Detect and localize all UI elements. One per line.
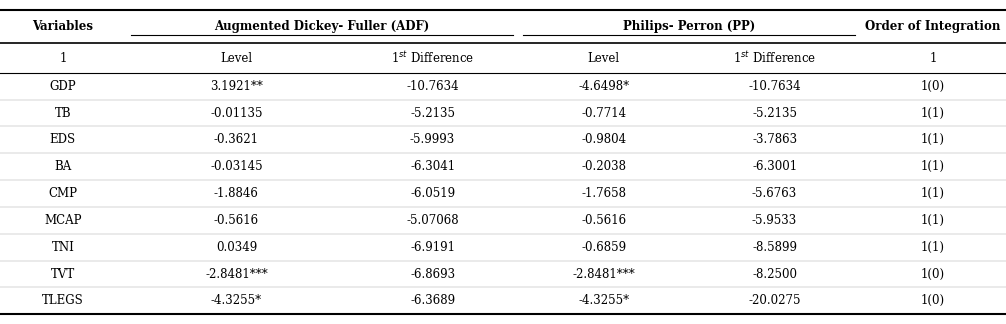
Text: -4.3255*: -4.3255*: [211, 295, 262, 307]
Text: 1: 1: [930, 52, 937, 64]
Text: Level: Level: [220, 52, 253, 64]
Text: -0.5616: -0.5616: [581, 214, 626, 227]
Text: 1(1): 1(1): [921, 133, 945, 146]
Text: BA: BA: [54, 160, 71, 173]
Text: -0.01135: -0.01135: [210, 107, 263, 120]
Text: -5.07068: -5.07068: [406, 214, 459, 227]
Text: -5.9993: -5.9993: [410, 133, 455, 146]
Text: 1: 1: [59, 52, 66, 64]
Text: -5.2135: -5.2135: [410, 107, 455, 120]
Text: -6.3001: -6.3001: [752, 160, 797, 173]
Text: 1(0): 1(0): [921, 295, 945, 307]
Text: -0.2038: -0.2038: [581, 160, 626, 173]
Text: -0.5616: -0.5616: [214, 214, 259, 227]
Text: -2.8481***: -2.8481***: [205, 268, 268, 281]
Text: -6.9191: -6.9191: [410, 241, 455, 254]
Text: Level: Level: [588, 52, 620, 64]
Text: -5.2135: -5.2135: [752, 107, 797, 120]
Text: 1(1): 1(1): [921, 160, 945, 173]
Text: 0.0349: 0.0349: [215, 241, 258, 254]
Text: -2.8481***: -2.8481***: [572, 268, 635, 281]
Text: -0.9804: -0.9804: [581, 133, 626, 146]
Text: Augmented Dickey- Fuller (ADF): Augmented Dickey- Fuller (ADF): [214, 20, 430, 33]
Text: -1.8846: -1.8846: [214, 187, 259, 200]
Text: 1$^{st}$ Difference: 1$^{st}$ Difference: [733, 50, 816, 66]
Text: -3.7863: -3.7863: [752, 133, 797, 146]
Text: TVT: TVT: [50, 268, 75, 281]
Text: MCAP: MCAP: [44, 214, 81, 227]
Text: Philips- Perron (PP): Philips- Perron (PP): [623, 20, 756, 33]
Text: -1.7658: -1.7658: [581, 187, 626, 200]
Text: -5.9533: -5.9533: [752, 214, 797, 227]
Text: -6.0519: -6.0519: [410, 187, 455, 200]
Text: -8.2500: -8.2500: [752, 268, 797, 281]
Text: 1(1): 1(1): [921, 241, 945, 254]
Text: -5.6763: -5.6763: [752, 187, 797, 200]
Text: TB: TB: [54, 107, 71, 120]
Text: 1(1): 1(1): [921, 214, 945, 227]
Text: -6.8693: -6.8693: [410, 268, 455, 281]
Text: 1(1): 1(1): [921, 187, 945, 200]
Text: -10.7634: -10.7634: [748, 80, 801, 93]
Text: -4.6498*: -4.6498*: [578, 80, 629, 93]
Text: -10.7634: -10.7634: [406, 80, 459, 93]
Text: TNI: TNI: [51, 241, 74, 254]
Text: 1$^{st}$ Difference: 1$^{st}$ Difference: [391, 50, 474, 66]
Text: -6.3041: -6.3041: [410, 160, 455, 173]
Text: 1(0): 1(0): [921, 268, 945, 281]
Text: EDS: EDS: [50, 133, 75, 146]
Text: 1(0): 1(0): [921, 80, 945, 93]
Text: -4.3255*: -4.3255*: [578, 295, 629, 307]
Text: -0.6859: -0.6859: [581, 241, 626, 254]
Text: -0.03145: -0.03145: [210, 160, 263, 173]
Text: GDP: GDP: [49, 80, 76, 93]
Text: -0.7714: -0.7714: [581, 107, 626, 120]
Text: CMP: CMP: [48, 187, 77, 200]
Text: -0.3621: -0.3621: [214, 133, 259, 146]
Text: Order of Integration: Order of Integration: [865, 20, 1001, 33]
Text: -8.5899: -8.5899: [752, 241, 797, 254]
Text: -20.0275: -20.0275: [748, 295, 801, 307]
Text: TLEGS: TLEGS: [42, 295, 83, 307]
Text: 1(1): 1(1): [921, 107, 945, 120]
Text: -6.3689: -6.3689: [410, 295, 455, 307]
Text: Variables: Variables: [32, 20, 94, 33]
Text: 3.1921**: 3.1921**: [210, 80, 263, 93]
